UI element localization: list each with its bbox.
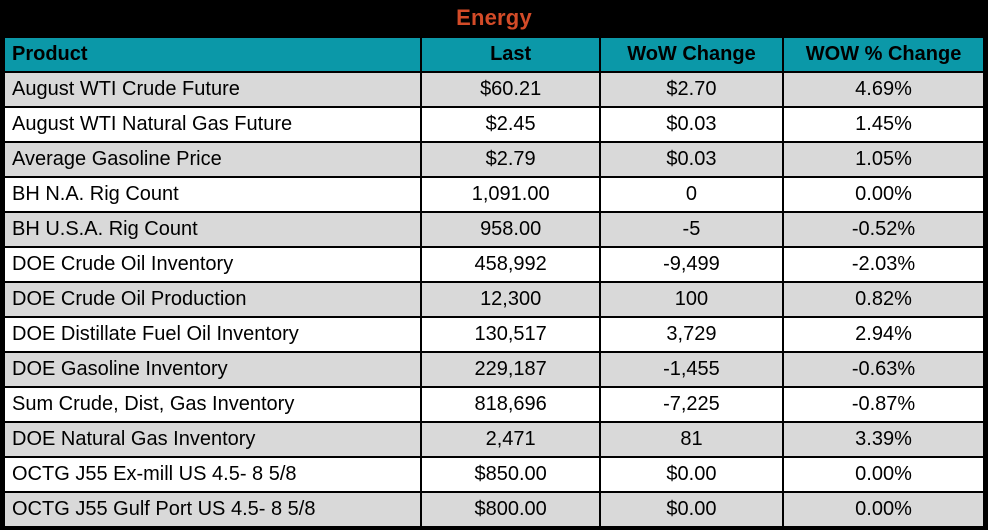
cell-wow-change: -7,225 [598,386,785,423]
cell-wow-pct-change: 3.39% [782,421,985,458]
cell-wow-pct-change: 2.94% [782,316,985,353]
table-row: DOE Crude Oil Production 12,300 100 0.82… [2,281,985,318]
column-header-last: Last [420,36,601,73]
table-row: OCTG J55 Ex-mill US 4.5- 8 5/8 $850.00 $… [2,456,985,493]
cell-wow-change: 0 [598,176,785,213]
cell-last: 130,517 [420,316,601,353]
cell-product: Average Gasoline Price [2,141,423,178]
cell-last: 458,992 [420,246,601,283]
cell-product: August WTI Natural Gas Future [2,106,423,143]
title-bar: Energy [3,0,985,36]
table-header: Product Last WoW Change WOW % Change [2,36,985,73]
cell-wow-change: $2.70 [598,71,785,108]
cell-last: $2.45 [420,106,601,143]
cell-wow-pct-change: 0.82% [782,281,985,318]
table-row: DOE Distillate Fuel Oil Inventory 130,51… [2,316,985,353]
cell-last: 12,300 [420,281,601,318]
energy-data-table: Product Last WoW Change WOW % Change Aug… [2,36,985,528]
table-row: DOE Gasoline Inventory 229,187 -1,455 -0… [2,351,985,388]
column-header-product: Product [2,36,423,73]
table-row: August WTI Natural Gas Future $2.45 $0.0… [2,106,985,143]
table-row: DOE Crude Oil Inventory 458,992 -9,499 -… [2,246,985,283]
table-body: August WTI Crude Future $60.21 $2.70 4.6… [2,71,985,528]
cell-wow-change: $0.00 [598,491,785,528]
table-title: Energy [456,5,532,30]
table-row: Average Gasoline Price $2.79 $0.03 1.05% [2,141,985,178]
cell-wow-change: $0.03 [598,141,785,178]
table-row: DOE Natural Gas Inventory 2,471 81 3.39% [2,421,985,458]
cell-wow-change: $0.00 [598,456,785,493]
cell-last: 958.00 [420,211,601,248]
table-row: BH U.S.A. Rig Count 958.00 -5 -0.52% [2,211,985,248]
cell-last: $800.00 [420,491,601,528]
cell-last: 229,187 [420,351,601,388]
cell-product: BH N.A. Rig Count [2,176,423,213]
cell-wow-pct-change: 0.00% [782,456,985,493]
cell-product: August WTI Crude Future [2,71,423,108]
cell-wow-pct-change: 4.69% [782,71,985,108]
cell-wow-change: 100 [598,281,785,318]
cell-product: DOE Distillate Fuel Oil Inventory [2,316,423,353]
cell-wow-pct-change: -0.52% [782,211,985,248]
cell-product: Sum Crude, Dist, Gas Inventory [2,386,423,423]
cell-wow-pct-change: -2.03% [782,246,985,283]
cell-product: OCTG J55 Ex-mill US 4.5- 8 5/8 [2,456,423,493]
cell-last: $2.79 [420,141,601,178]
column-header-wow-change: WoW Change [598,36,785,73]
cell-wow-change: -5 [598,211,785,248]
cell-last: 2,471 [420,421,601,458]
cell-last: 818,696 [420,386,601,423]
cell-product: DOE Natural Gas Inventory [2,421,423,458]
cell-wow-pct-change: -0.63% [782,351,985,388]
cell-wow-pct-change: 1.45% [782,106,985,143]
cell-wow-pct-change: 0.00% [782,491,985,528]
table-row: August WTI Crude Future $60.21 $2.70 4.6… [2,71,985,108]
table-row: BH N.A. Rig Count 1,091.00 0 0.00% [2,176,985,213]
cell-wow-pct-change: -0.87% [782,386,985,423]
cell-product: DOE Crude Oil Production [2,281,423,318]
cell-wow-change: -1,455 [598,351,785,388]
cell-last: 1,091.00 [420,176,601,213]
cell-wow-change: -9,499 [598,246,785,283]
cell-product: DOE Gasoline Inventory [2,351,423,388]
cell-product: OCTG J55 Gulf Port US 4.5- 8 5/8 [2,491,423,528]
column-header-wow-pct-change: WOW % Change [782,36,985,73]
cell-last: $60.21 [420,71,601,108]
cell-wow-change: $0.03 [598,106,785,143]
cell-wow-pct-change: 0.00% [782,176,985,213]
cell-last: $850.00 [420,456,601,493]
cell-product: DOE Crude Oil Inventory [2,246,423,283]
header-row: Product Last WoW Change WOW % Change [2,36,985,73]
cell-wow-change: 81 [598,421,785,458]
cell-wow-pct-change: 1.05% [782,141,985,178]
cell-wow-change: 3,729 [598,316,785,353]
table-row: OCTG J55 Gulf Port US 4.5- 8 5/8 $800.00… [2,491,985,528]
cell-product: BH U.S.A. Rig Count [2,211,423,248]
table-row: Sum Crude, Dist, Gas Inventory 818,696 -… [2,386,985,423]
